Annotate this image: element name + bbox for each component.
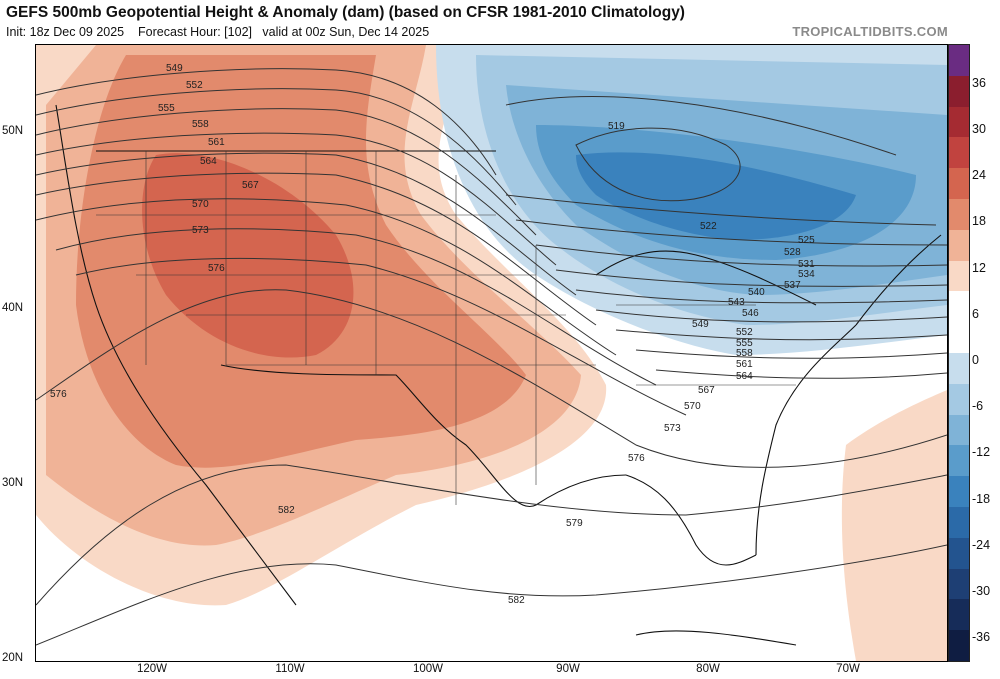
colorbar-tick-label: 30 [972,122,986,136]
colorbar-segment [949,291,969,323]
map-subtitle: Init: 18z Dec 09 2025 Forecast Hour: [10… [6,25,429,39]
contour-label: 555 [158,103,175,114]
anomaly-colorbar [948,44,970,662]
colorbar-segment [949,260,969,292]
map-panel: 549 552 555 558 561 564 567 570 573 576 … [35,44,948,662]
contour-label: 558 [736,348,753,359]
contour-label: 549 [692,319,709,330]
colorbar-segment [949,45,969,77]
colorbar-segment [949,507,969,539]
contour-label: 573 [192,225,209,236]
forecast-hour: Forecast Hour: [102] [138,25,252,39]
contour-label: 540 [748,287,765,298]
site-credit: TROPICALTIDBITS.COM [792,24,948,39]
colorbar-segment [949,322,969,354]
colorbar-tick-label: -30 [972,584,991,598]
init-time: Init: 18z Dec 09 2025 [6,25,125,39]
state-lines [96,151,796,505]
contour-label: 552 [736,327,753,338]
colorbar-segment [949,383,969,416]
colorbar-segment [949,599,969,631]
contour-label: 555 [736,338,753,349]
lon-tick-label: 100W [412,663,444,675]
colorbar-segment [949,476,969,508]
map-canvas: 549 552 555 558 561 564 567 570 573 576 … [36,45,947,661]
colorbar-segment [949,229,969,262]
contour-label: 570 [192,199,209,210]
colorbar-segment [949,537,969,570]
colorbar-segment [949,75,969,108]
contour-label: 531 [798,259,815,270]
map-title: GEFS 500mb Geopotential Height & Anomaly… [6,4,685,21]
lat-tick-label: 20N [2,652,24,664]
contour-label: 552 [186,80,203,91]
contour-label: 543 [728,297,745,308]
lon-tick-label: 70W [836,663,860,675]
lon-tick-label: 120W [136,663,168,675]
negative-anomaly-shading [436,45,947,355]
colorbar-segment [949,568,969,600]
colorbar-segment [949,630,969,662]
colorbar-tick-label: 6 [972,306,979,321]
contour-label: 567 [698,385,715,396]
contour-label: 582 [278,505,295,516]
contour-label: 525 [798,235,815,246]
colorbar-segment [949,137,969,169]
contour-label: 549 [166,63,183,74]
lon-tick-label: 110W [275,663,305,675]
colorbar-tick-label: 12 [972,260,986,275]
colorbar-tick-label: 24 [972,168,986,183]
contour-label: 534 [798,269,815,280]
contour-label: 564 [200,156,217,167]
lat-tick-label: 50N [2,125,24,137]
contour-label: 546 [742,308,759,319]
lon-tick-label: 80W [696,663,720,675]
contour-label: 564 [736,371,753,382]
contour-label: 576 [208,263,225,274]
contour-labels: 549 552 555 558 561 564 567 570 573 576 … [50,63,815,606]
contour-label: 558 [192,119,209,130]
colorbar-segment [949,168,969,200]
colorbar-tick-label: -12 [972,445,991,460]
lon-tick-label: 90W [556,663,580,675]
contour-label: 576 [50,389,67,400]
colorbar-tick-label: 36 [972,75,986,90]
coastlines-borders [55,104,942,646]
contour-label: 573 [664,423,681,434]
contour-label: 576 [628,453,645,464]
colorbar-segment [949,414,969,446]
contour-label: 570 [684,401,701,412]
contour-label: 582 [508,595,525,606]
colorbar-segment [949,199,969,231]
contour-label: 561 [208,137,225,148]
contour-label: 522 [700,221,717,232]
contour-label: 579 [566,518,583,529]
contour-label: 519 [608,121,625,132]
lat-tick-label: 30N [2,477,24,489]
colorbar-tick-label: -36 [972,630,991,645]
height-contours [36,68,947,646]
colorbar-segment [949,353,969,385]
colorbar-tick-label: 18 [972,214,986,229]
positive-anomaly-shading [36,45,947,661]
colorbar-tick-label: -24 [972,537,991,552]
colorbar-tick-label: -18 [972,491,991,506]
contour-label: 528 [784,247,801,258]
contour-label: 567 [242,180,259,191]
lat-tick-label: 40N [2,302,24,314]
colorbar-tick-label: -6 [972,399,984,414]
colorbar-segment [949,445,969,477]
contour-label: 537 [784,280,801,291]
contour-label: 561 [736,359,753,370]
valid-time: valid at 00z Sun, Dec 14 2025 [262,25,430,39]
colorbar-tick-label: 0 [972,353,979,367]
colorbar-segment [949,106,969,138]
